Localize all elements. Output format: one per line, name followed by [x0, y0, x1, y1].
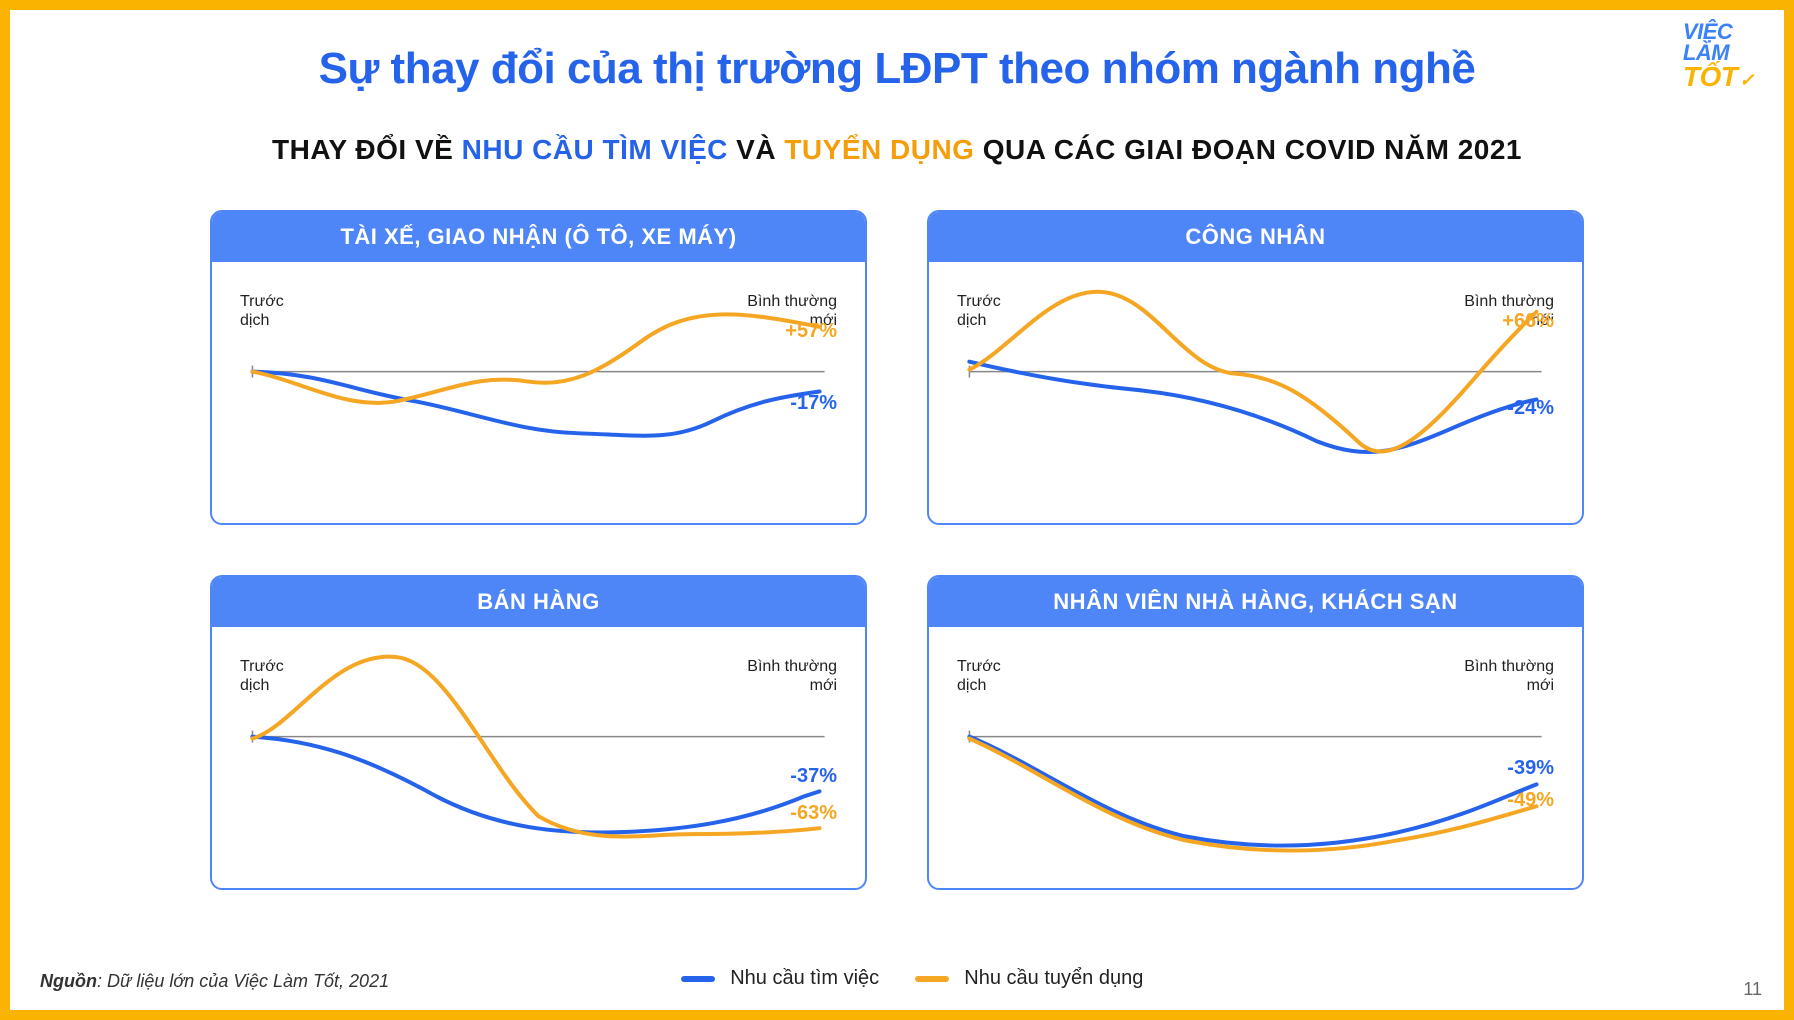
chart-card-0: TÀI XẾ, GIAO NHẬN (Ô TÔ, XE MÁY)Trướcdịc… — [210, 210, 867, 525]
chart-card-1: CÔNG NHÂNTrướcdịchBình thườngmới-24%+66% — [927, 210, 1584, 525]
subtitle-mid: VÀ — [728, 134, 784, 165]
source-text: : Dữ liệu lớn của Việc Làm Tốt, 2021 — [97, 971, 389, 991]
legend-label-blue: Nhu cầu tìm việc — [730, 967, 879, 989]
chart-title: CÔNG NHÂN — [929, 212, 1582, 262]
page-subtitle: THAY ĐỔI VỀ NHU CẦU TÌM VIỆC VÀ TUYỂN DỤ… — [10, 134, 1784, 166]
series-orange-line — [252, 314, 819, 402]
legend-swatch-orange — [915, 976, 949, 982]
chart-card-3: NHÂN VIÊN NHÀ HÀNG, KHÁCH SẠNTrướcdịchBì… — [927, 575, 1584, 890]
logo-line-3: TỐT — [1683, 64, 1754, 91]
chart-plot — [232, 282, 845, 501]
chart-title: BÁN HÀNG — [212, 577, 865, 627]
page-title: Sự thay đổi của thị trường LĐPT theo nhó… — [10, 44, 1784, 94]
subtitle-post: QUA CÁC GIAI ĐOẠN COVID NĂM 2021 — [974, 134, 1522, 165]
chart-plot — [949, 647, 1562, 866]
chart-body: TrướcdịchBình thườngmới-39%-49% — [929, 627, 1582, 886]
series-orange-line — [252, 657, 819, 837]
brand-logo: VIỆC LÀM TỐT — [1683, 22, 1754, 90]
chart-body: TrướcdịchBình thườngmới-24%+66% — [929, 262, 1582, 521]
chart-title: NHÂN VIÊN NHÀ HÀNG, KHÁCH SẠN — [929, 577, 1582, 627]
page-number: 11 — [1743, 979, 1762, 1000]
slide-frame: VIỆC LÀM TỐT Sự thay đổi của thị trường … — [0, 0, 1794, 1020]
chart-body: TrướcdịchBình thườngmới-37%-63% — [212, 627, 865, 886]
subtitle-pre: THAY ĐỔI VỀ — [272, 134, 462, 165]
chart-plot — [232, 647, 845, 866]
chart-plot — [949, 282, 1562, 501]
chart-title: TÀI XẾ, GIAO NHẬN (Ô TÔ, XE MÁY) — [212, 212, 865, 262]
series-blue-line — [252, 737, 819, 833]
source-prefix: Nguồn — [40, 971, 97, 991]
chart-body: TrướcdịchBình thườngmới-17%+57% — [212, 262, 865, 521]
chart-card-2: BÁN HÀNGTrướcdịchBình thườngmới-37%-63% — [210, 575, 867, 890]
source-citation: Nguồn: Dữ liệu lớn của Việc Làm Tốt, 202… — [40, 971, 389, 992]
subtitle-orange: TUYỂN DỤNG — [784, 134, 974, 165]
legend-swatch-blue — [681, 976, 715, 982]
chart-grid: TÀI XẾ, GIAO NHẬN (Ô TÔ, XE MÁY)Trướcdịc… — [210, 210, 1584, 890]
subtitle-blue: NHU CẦU TÌM VIỆC — [462, 134, 728, 165]
legend-label-orange: Nhu cầu tuyển dụng — [964, 967, 1143, 989]
series-orange-line — [969, 739, 1536, 851]
